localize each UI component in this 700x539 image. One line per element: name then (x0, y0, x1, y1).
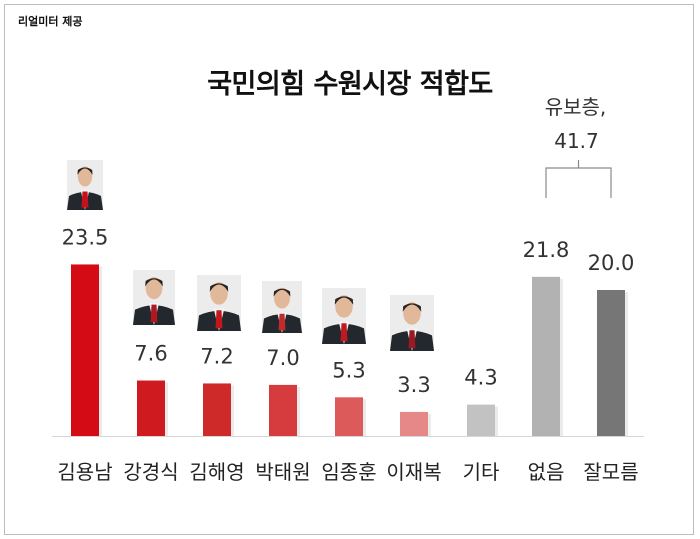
hair (77, 167, 93, 175)
value-label-없음: 21.8 (523, 238, 570, 262)
category-label-이재복: 이재복 (386, 460, 441, 484)
tie (340, 323, 348, 342)
reserve-value: 41.7 (554, 129, 599, 153)
category-label-박태원: 박태원 (255, 460, 310, 484)
value-label-김용남: 23.5 (62, 225, 109, 249)
bar-없음 (532, 276, 560, 436)
bar-박태원 (269, 384, 297, 436)
chart-frame (4, 4, 694, 535)
reserve-bracket (545, 167, 612, 198)
tie (150, 304, 158, 323)
candidate-photo (390, 295, 434, 351)
category-label-김용남: 김용남 (57, 460, 112, 484)
candidate-photo (197, 275, 241, 331)
value-label-임종훈: 5.3 (332, 358, 365, 382)
tie (81, 191, 89, 208)
chart-title: 국민의힘 수원시장 적합도 (207, 69, 493, 100)
hair (273, 288, 291, 297)
value-label-이재복: 3.3 (397, 373, 430, 397)
bar-김용남 (71, 264, 99, 436)
hair (402, 303, 422, 312)
face (335, 295, 353, 318)
tie (278, 313, 286, 331)
face (145, 277, 163, 300)
hair (145, 278, 163, 287)
category-label-강경식: 강경식 (123, 460, 178, 484)
face (403, 302, 421, 325)
source-label: 리얼미터 제공 (18, 15, 83, 28)
reserve-label: 유보층, (545, 95, 607, 119)
bar-임종훈 (335, 397, 363, 436)
tie (408, 330, 416, 349)
bar-이재복 (400, 411, 428, 436)
candidate-photo (262, 281, 302, 333)
category-label-잘모름: 잘모름 (583, 460, 638, 484)
bar-강경식 (137, 380, 165, 436)
candidate-photo (67, 160, 103, 210)
value-label-김해영: 7.2 (200, 344, 233, 368)
category-label-기타: 기타 (463, 460, 500, 484)
bar-잘모름 (597, 290, 625, 436)
hair (209, 283, 229, 292)
category-label-김해영: 김해영 (189, 460, 244, 484)
face (274, 287, 290, 309)
face (210, 282, 228, 305)
face (77, 166, 93, 187)
tie (215, 310, 223, 329)
hair (334, 296, 354, 305)
candidate-photo (322, 288, 366, 344)
value-label-기타: 4.3 (464, 366, 497, 390)
category-label-없음: 없음 (528, 460, 565, 484)
category-label-임종훈: 임종훈 (321, 460, 376, 484)
bar-김해영 (203, 383, 231, 436)
bar-기타 (467, 404, 495, 436)
value-label-박태원: 7.0 (266, 346, 299, 370)
value-label-강경식: 7.6 (134, 342, 167, 366)
value-label-잘모름: 20.0 (588, 251, 635, 275)
candidate-photo (133, 270, 175, 325)
